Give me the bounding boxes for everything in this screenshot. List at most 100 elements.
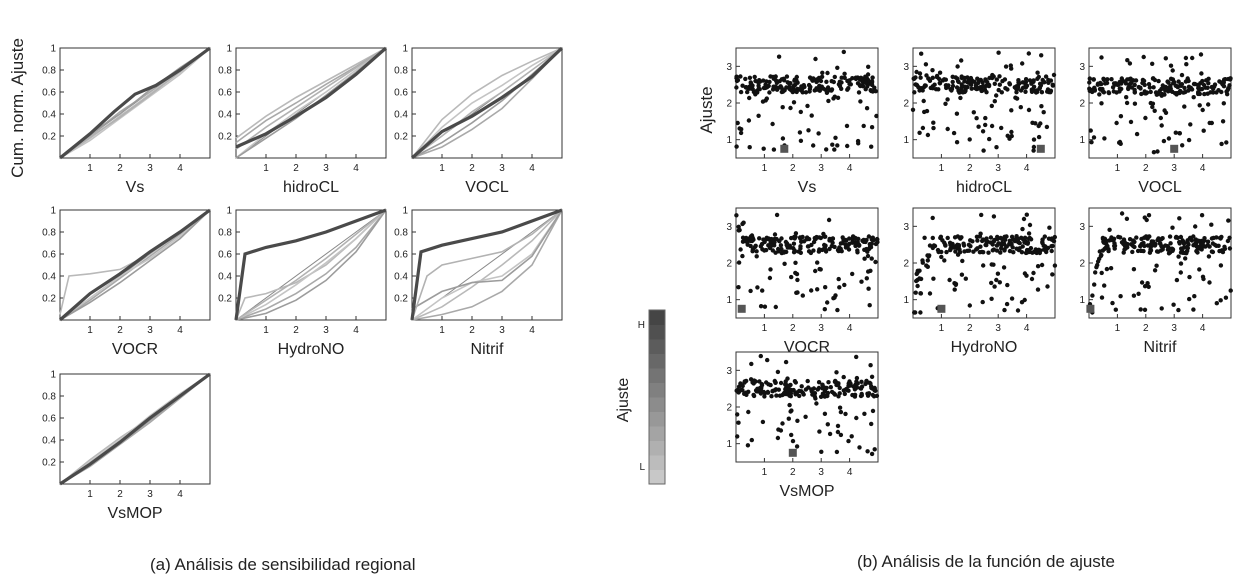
y-tick-label: 0.2 [218, 132, 232, 143]
scatter-point [872, 447, 877, 452]
scatter-point [949, 88, 954, 93]
scatter-point [1202, 91, 1207, 97]
y-tick-label: 0.8 [42, 392, 56, 403]
scatter-point [824, 147, 829, 152]
scatter-point [869, 82, 875, 88]
scatter-point [822, 411, 828, 416]
scatter-point [1087, 80, 1092, 85]
scatter-point [1012, 85, 1017, 90]
scatter-point [825, 300, 830, 305]
scatter-point [1102, 136, 1107, 141]
scatter-point [986, 250, 991, 255]
scatter-point [1038, 121, 1043, 126]
scatter-point [956, 243, 962, 248]
scatter-point [1188, 122, 1193, 127]
x-axis-label: VOCL [1138, 179, 1182, 196]
scatter-point [983, 115, 988, 121]
scatter-point [1168, 88, 1174, 94]
scatter-point [1089, 140, 1094, 145]
y-tick-label: 0.4 [394, 272, 408, 283]
scatter-point [1205, 239, 1211, 244]
subplot-a-hidrocl: 1 2 3 4 0.2 0.4 0.6 0.8 1 hidroCL [218, 44, 388, 196]
x-tick-label: 2 [469, 163, 475, 174]
scatter-point [828, 385, 833, 390]
subplot-a-nitrif: 1 2 3 4 0.2 0.4 0.6 0.8 1 Nitrif [394, 206, 563, 358]
scatter-point [766, 83, 771, 89]
scatter-point [836, 382, 841, 388]
scatter-point [912, 90, 917, 95]
y-tick-label: 0.4 [218, 110, 232, 121]
scatter-point [1177, 239, 1182, 245]
scatter-point [857, 242, 862, 248]
scatter-point [765, 357, 770, 363]
scatter-point [808, 250, 814, 256]
scatter-point [769, 394, 774, 399]
scatter-point [837, 79, 842, 85]
plot-frame [735, 207, 879, 319]
scatter-point [1111, 81, 1117, 86]
scatter-point [943, 101, 948, 107]
scatter-point [826, 217, 832, 223]
scatter-point [1168, 63, 1174, 68]
scatter-point [1100, 248, 1106, 253]
scatter-point [809, 288, 814, 293]
x-tick-label: 3 [818, 163, 824, 174]
scatter-point [975, 238, 980, 243]
scatter-point [734, 78, 740, 84]
scatter-point [1142, 284, 1148, 289]
x-tick-label: 1 [87, 163, 93, 174]
scatter-point [855, 381, 860, 386]
scatter-point [1184, 78, 1190, 83]
scatter-point [1160, 236, 1165, 241]
scatter-point [832, 379, 838, 384]
scatter-point [1212, 82, 1218, 87]
scatter-point [756, 113, 761, 119]
scatter-points [1087, 211, 1233, 315]
scatter-point [1015, 308, 1021, 313]
colorbar-step [649, 310, 665, 325]
scatter-point [791, 241, 797, 246]
scatter-point [847, 78, 852, 83]
x-tick-label: 3 [995, 323, 1001, 334]
cdf-series-line [411, 209, 563, 321]
scatter-point [930, 68, 935, 73]
scatter-point [940, 78, 946, 83]
scatter-point [796, 249, 801, 254]
scatter-point [945, 97, 950, 102]
scatter-point [771, 84, 776, 89]
scatter-point [1047, 225, 1052, 230]
y-tick-label: 2 [1079, 99, 1085, 110]
scatter-point [1124, 216, 1130, 221]
scatter-point [776, 387, 781, 392]
scatter-point [959, 272, 965, 277]
scatter-point [1150, 61, 1155, 66]
scatter-point [975, 76, 980, 81]
scatter-point [1124, 95, 1129, 100]
scatter-point [774, 393, 779, 398]
scatter-point [1016, 78, 1021, 83]
scatter-point [749, 236, 754, 241]
y-tick-label: 1 [1079, 295, 1085, 306]
scatter-point [1197, 103, 1202, 108]
scatter-point [837, 285, 842, 290]
scatter-point [1118, 294, 1123, 299]
y-tick-label: 1 [726, 295, 732, 306]
scatter-point [1196, 90, 1201, 95]
cdf-series-line [411, 209, 563, 321]
scatter-point [1132, 244, 1137, 250]
scatter-point [1023, 250, 1029, 256]
scatter-point [1189, 238, 1195, 243]
scatter-point [1052, 263, 1058, 268]
scatter-point [809, 113, 814, 118]
scatter-point [838, 409, 844, 415]
scatter-point [772, 378, 777, 384]
scatter-point [1182, 85, 1187, 91]
scatter-point [1142, 91, 1147, 96]
scatter-point [772, 232, 778, 237]
scatter-point [1108, 266, 1114, 271]
x-tick-label: 2 [293, 163, 299, 174]
scatter-point [867, 380, 872, 385]
scatter-point [1099, 101, 1104, 106]
scatter-point [1105, 77, 1110, 82]
